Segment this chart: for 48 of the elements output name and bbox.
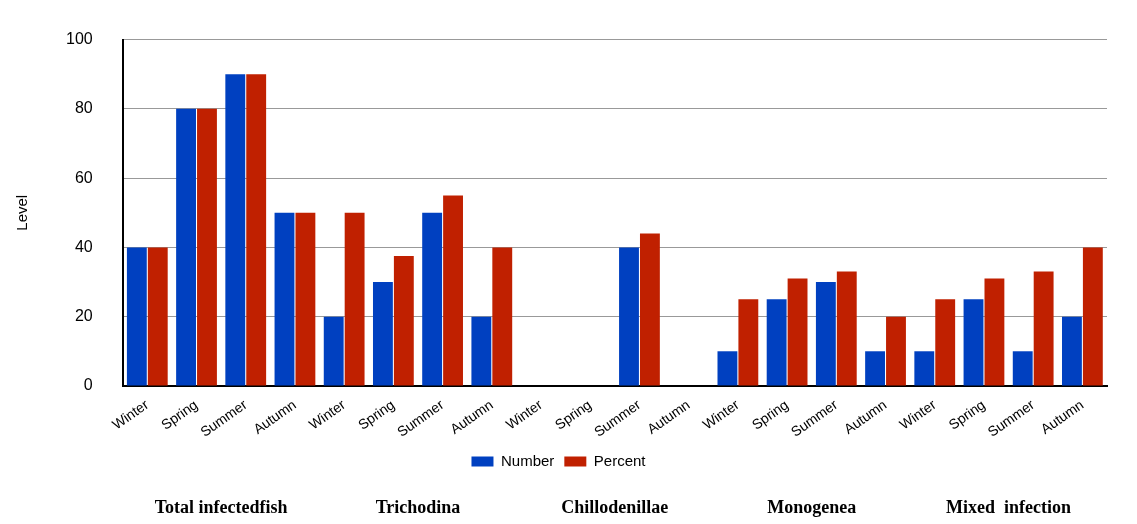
text: Mixed infection bbox=[946, 496, 1072, 517]
text: Chillodenillae bbox=[561, 496, 669, 517]
bar bbox=[492, 247, 513, 386]
text: Trichodina bbox=[375, 496, 461, 517]
bar bbox=[274, 212, 295, 386]
bar bbox=[738, 299, 759, 386]
bar bbox=[963, 299, 984, 386]
y-tick-label: 20 bbox=[74, 307, 93, 325]
text: Monogenea bbox=[767, 496, 857, 517]
bar bbox=[984, 278, 1005, 386]
bar bbox=[914, 351, 935, 386]
bar bbox=[372, 282, 393, 386]
y-tick-label: 40 bbox=[74, 237, 93, 255]
bar bbox=[246, 74, 267, 386]
bar bbox=[443, 195, 463, 386]
legend-label: Number bbox=[500, 451, 555, 469]
bar bbox=[197, 108, 217, 386]
bar bbox=[471, 316, 492, 386]
bar bbox=[1012, 351, 1033, 386]
bar bbox=[886, 316, 906, 386]
y-tick-label: 80 bbox=[74, 99, 93, 117]
y-tick-label: 60 bbox=[74, 168, 93, 186]
bar bbox=[393, 256, 414, 386]
bar bbox=[344, 212, 365, 386]
bar bbox=[935, 299, 956, 386]
bar bbox=[147, 247, 168, 386]
bar bbox=[639, 233, 660, 386]
bar bbox=[787, 278, 808, 386]
bar bbox=[225, 74, 246, 386]
bar bbox=[1062, 316, 1082, 386]
bar bbox=[126, 247, 147, 386]
y-tick-label: 0 bbox=[83, 376, 93, 394]
bar bbox=[1082, 247, 1103, 386]
bar bbox=[176, 108, 196, 386]
bar bbox=[323, 316, 344, 386]
bar bbox=[295, 212, 316, 386]
bar bbox=[422, 212, 443, 386]
bar bbox=[815, 282, 836, 386]
bar bbox=[766, 299, 787, 386]
legend-label: Percent bbox=[593, 451, 647, 469]
bar bbox=[717, 351, 738, 386]
y-axis-title: Level bbox=[13, 194, 31, 231]
bar bbox=[619, 247, 639, 386]
bar bbox=[865, 351, 886, 386]
text: Total infectedfish bbox=[154, 496, 288, 517]
bar bbox=[836, 271, 857, 386]
bar bbox=[1033, 271, 1054, 386]
y-tick-label: 100 bbox=[65, 30, 93, 48]
